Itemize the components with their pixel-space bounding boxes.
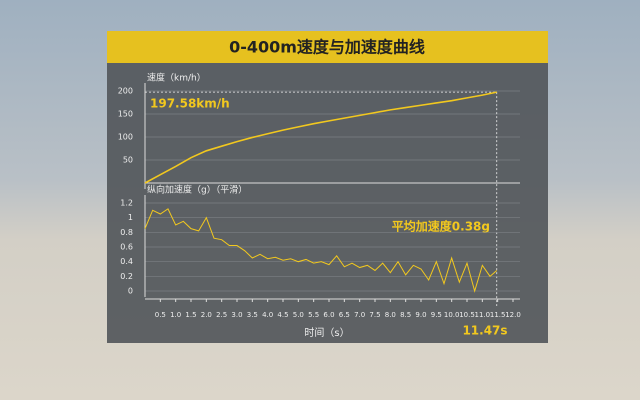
x-tick-label: 2.5: [216, 311, 227, 319]
title-bar: [107, 31, 548, 63]
x-tick-label: 3.5: [247, 311, 258, 319]
x-tick-label: 9.5: [431, 311, 442, 319]
y-tick-label: 0.2: [120, 272, 133, 281]
x-tick-label: 11.5: [490, 311, 506, 319]
chart-title: 0-400m速度与加速度曲线: [229, 38, 425, 57]
x-tick-label: 4.0: [262, 311, 273, 319]
y-axis-label: 纵向加速度（g）（平滑）: [147, 184, 247, 196]
x-tick-label: 8.5: [400, 311, 411, 319]
x-tick-label: 7.0: [354, 311, 365, 319]
annotation: 11.47s: [462, 324, 507, 338]
annotation: 197.58km/h: [150, 97, 230, 111]
x-tick-label: 10.5: [459, 311, 475, 319]
x-tick-label: 8.0: [385, 311, 396, 319]
x-tick-label: 10.0: [444, 311, 460, 319]
y-tick-label: 1.2: [120, 199, 133, 208]
x-tick-label: 2.0: [201, 311, 212, 319]
x-tick-label: 1.5: [185, 311, 196, 319]
y-tick-label: 150: [118, 110, 133, 119]
x-tick-label: 1.0: [170, 311, 181, 319]
data-line: [144, 91, 497, 184]
x-tick-label: 3.0: [231, 311, 242, 319]
x-tick-label: 11.0: [475, 311, 491, 319]
y-tick-label: 100: [118, 133, 133, 142]
x-tick-label: 6.5: [339, 311, 350, 319]
x-tick-label: 5.5: [308, 311, 319, 319]
x-tick-label: 7.5: [369, 311, 380, 319]
y-tick-label: 0: [128, 287, 133, 296]
x-tick-label: 9.0: [415, 311, 426, 319]
annotation: 平均加速度0.38g: [392, 219, 490, 234]
x-axis-label: 时间（s）: [304, 326, 349, 339]
y-tick-label: 0.4: [120, 257, 133, 266]
data-line: [144, 208, 498, 293]
y-tick-label: 0.8: [120, 228, 133, 237]
y-tick-label: 1: [128, 213, 133, 222]
y-tick-label: 0.6: [120, 243, 133, 252]
x-tick-label: 5.0: [293, 311, 304, 319]
x-tick-label: 0.5: [155, 311, 166, 319]
y-tick-label: 50: [123, 156, 133, 165]
x-tick-label: 12.0: [505, 311, 521, 319]
y-axis-label: 速度（km/h）: [147, 72, 206, 84]
x-tick-label: 4.5: [277, 311, 288, 319]
x-tick-label: 6.0: [323, 311, 334, 319]
y-tick-label: 200: [118, 87, 133, 96]
